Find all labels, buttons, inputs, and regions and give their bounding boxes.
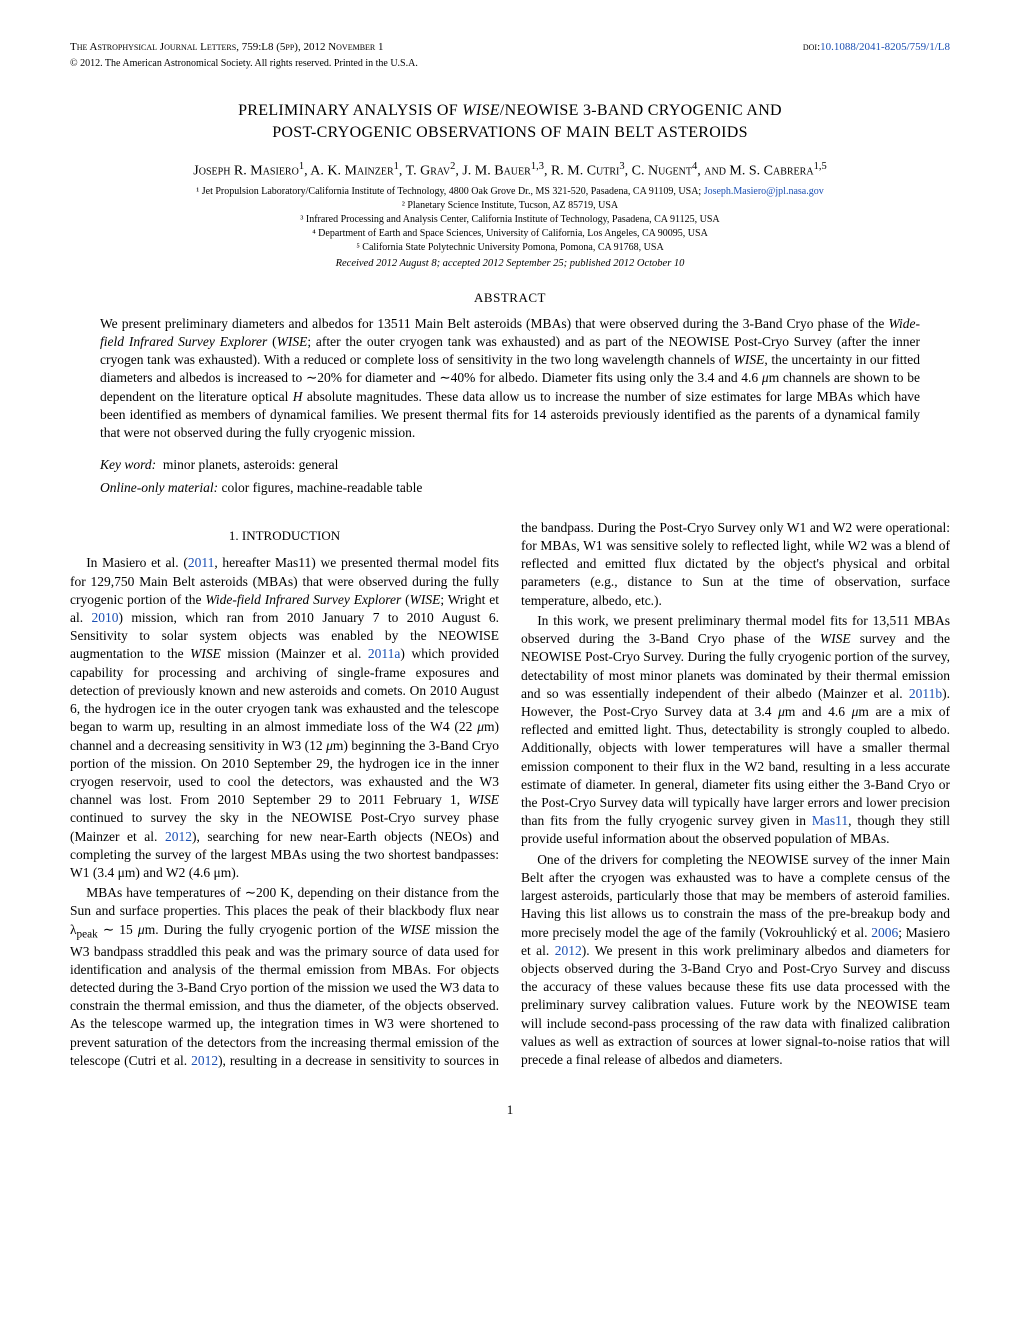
paper-title: PRELIMINARY ANALYSIS OF WISE/NEOWISE 3-B… — [70, 100, 950, 143]
ref-wright-2010[interactable]: 2010 — [92, 610, 119, 625]
ref-masiero-2012[interactable]: 2012 — [555, 943, 582, 958]
keywords-line: Key word: minor planets, asteroids: gene… — [100, 456, 920, 474]
copyright-line: © 2012. The American Astronomical Societ… — [70, 57, 950, 71]
online-text: color figures, machine-readable table — [221, 480, 422, 495]
online-material-line: Online-only material: color figures, mac… — [100, 479, 920, 497]
body-columns: 1. INTRODUCTION In Masiero et al. (2011,… — [70, 519, 950, 1071]
intro-paragraph-3: In this work, we present preliminary the… — [521, 612, 950, 849]
abstract-heading: ABSTRACT — [70, 289, 950, 307]
doi-link[interactable]: 10.1088/2041-8205/759/1/L8 — [820, 41, 950, 53]
ref-mainzer-2012[interactable]: 2012 — [165, 829, 192, 844]
doi-container: doi:10.1088/2041-8205/759/1/L8 — [803, 40, 950, 55]
affiliation-1: ¹ Jet Propulsion Laboratory/California I… — [70, 185, 950, 199]
affiliation-4: ⁴ Department of Earth and Space Sciences… — [70, 227, 950, 241]
ref-vokrouhlicky-2006[interactable]: 2006 — [871, 925, 898, 940]
keywords-text: minor planets, asteroids: general — [163, 457, 338, 472]
section-1-heading: 1. INTRODUCTION — [70, 527, 499, 545]
abstract-text: We present preliminary diameters and alb… — [100, 315, 920, 443]
keywords-label: Key word: — [100, 457, 156, 472]
received-dates: Received 2012 August 8; accepted 2012 Se… — [70, 257, 950, 271]
affiliation-2: ² Planetary Science Institute, Tucson, A… — [70, 199, 950, 213]
journal-header: The Astrophysical Journal Letters, 759:L… — [70, 40, 950, 55]
online-label: Online-only material: — [100, 480, 218, 495]
journal-citation: The Astrophysical Journal Letters, 759:L… — [70, 40, 384, 55]
affiliations-block: ¹ Jet Propulsion Laboratory/California I… — [70, 185, 950, 255]
ref-cutri-2012[interactable]: 2012 — [191, 1053, 218, 1068]
affiliation-3: ³ Infrared Processing and Analysis Cente… — [70, 213, 950, 227]
author-email-link[interactable]: Joseph.Masiero@jpl.nasa.gov — [704, 186, 824, 197]
ref-mas11[interactable]: Mas11 — [812, 813, 848, 828]
affiliation-5: ⁵ California State Polytechnic Universit… — [70, 241, 950, 255]
page-number: 1 — [70, 1101, 950, 1119]
intro-paragraph-4: One of the drivers for completing the NE… — [521, 851, 950, 1070]
authors-line: Joseph R. Masiero1, A. K. Mainzer1, T. G… — [70, 160, 950, 182]
ref-mainzer-2011a[interactable]: 2011a — [368, 646, 401, 661]
ref-masiero-2011[interactable]: 2011 — [188, 555, 215, 570]
ref-mainzer-2011b[interactable]: 2011b — [909, 686, 942, 701]
intro-paragraph-1: In Masiero et al. (2011, hereafter Mas11… — [70, 554, 499, 882]
